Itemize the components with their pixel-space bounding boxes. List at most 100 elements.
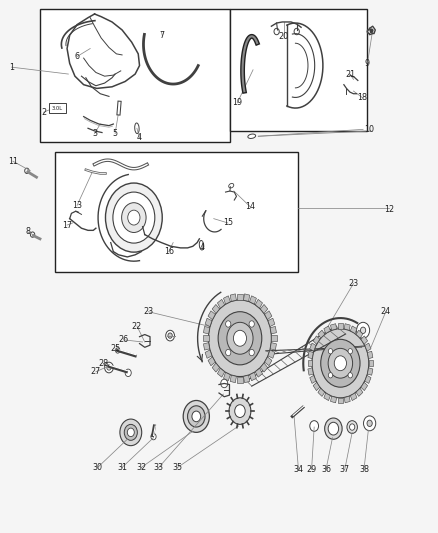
Text: 22: 22 bbox=[132, 321, 142, 330]
Polygon shape bbox=[255, 368, 262, 377]
Polygon shape bbox=[260, 304, 268, 313]
Circle shape bbox=[168, 333, 172, 338]
Circle shape bbox=[124, 424, 138, 440]
Polygon shape bbox=[367, 351, 373, 359]
Circle shape bbox=[328, 349, 353, 378]
Circle shape bbox=[125, 369, 131, 376]
Polygon shape bbox=[208, 311, 215, 320]
Polygon shape bbox=[369, 360, 373, 367]
Polygon shape bbox=[270, 343, 276, 350]
Polygon shape bbox=[344, 324, 350, 330]
Polygon shape bbox=[250, 373, 256, 381]
Polygon shape bbox=[331, 396, 337, 403]
Circle shape bbox=[122, 203, 146, 232]
Bar bbox=[40, 9, 230, 142]
Circle shape bbox=[348, 373, 353, 378]
Circle shape bbox=[321, 340, 360, 387]
Polygon shape bbox=[307, 360, 312, 367]
Polygon shape bbox=[344, 396, 350, 403]
Polygon shape bbox=[265, 311, 272, 320]
Text: 38: 38 bbox=[359, 465, 369, 474]
Circle shape bbox=[325, 418, 342, 439]
Circle shape bbox=[221, 379, 228, 387]
Text: 13: 13 bbox=[72, 201, 82, 210]
Polygon shape bbox=[310, 343, 316, 351]
Text: 1: 1 bbox=[9, 63, 14, 71]
Circle shape bbox=[233, 330, 247, 346]
Circle shape bbox=[30, 232, 35, 237]
Polygon shape bbox=[272, 335, 277, 342]
Circle shape bbox=[151, 433, 156, 440]
Text: 27: 27 bbox=[91, 367, 101, 376]
Polygon shape bbox=[212, 304, 219, 313]
Circle shape bbox=[249, 349, 254, 356]
Text: 23: 23 bbox=[348, 279, 359, 288]
Circle shape bbox=[334, 356, 346, 370]
Circle shape bbox=[350, 424, 355, 430]
Circle shape bbox=[235, 405, 245, 417]
Circle shape bbox=[166, 330, 174, 341]
Circle shape bbox=[107, 365, 111, 370]
Ellipse shape bbox=[135, 123, 139, 134]
Text: 18: 18 bbox=[357, 93, 367, 102]
Polygon shape bbox=[204, 343, 210, 350]
Polygon shape bbox=[237, 294, 243, 300]
Polygon shape bbox=[204, 326, 210, 334]
Text: 26: 26 bbox=[119, 335, 129, 344]
Polygon shape bbox=[313, 336, 320, 344]
Circle shape bbox=[367, 420, 372, 426]
Text: 20: 20 bbox=[279, 33, 289, 42]
Polygon shape bbox=[324, 393, 330, 401]
Text: 25: 25 bbox=[110, 344, 120, 353]
Text: 36: 36 bbox=[321, 465, 331, 474]
Polygon shape bbox=[203, 335, 208, 342]
Polygon shape bbox=[208, 357, 215, 366]
Polygon shape bbox=[212, 363, 219, 372]
Circle shape bbox=[113, 192, 155, 243]
Polygon shape bbox=[308, 368, 313, 375]
Circle shape bbox=[106, 183, 162, 252]
Circle shape bbox=[128, 210, 140, 225]
Text: 21: 21 bbox=[345, 70, 355, 78]
Text: 16: 16 bbox=[164, 247, 174, 256]
Polygon shape bbox=[260, 363, 268, 372]
Text: 28: 28 bbox=[98, 359, 108, 368]
Circle shape bbox=[208, 300, 272, 376]
Polygon shape bbox=[365, 343, 371, 351]
Ellipse shape bbox=[229, 183, 234, 188]
Circle shape bbox=[226, 349, 231, 356]
Polygon shape bbox=[350, 393, 357, 401]
Text: 24: 24 bbox=[381, 307, 391, 316]
Polygon shape bbox=[223, 373, 230, 381]
Text: 5: 5 bbox=[113, 129, 118, 138]
Polygon shape bbox=[223, 296, 230, 304]
Polygon shape bbox=[265, 357, 272, 366]
Text: 30: 30 bbox=[92, 463, 102, 472]
Text: 11: 11 bbox=[8, 157, 18, 166]
Circle shape bbox=[328, 422, 339, 435]
Text: 29: 29 bbox=[307, 465, 317, 474]
Bar bbox=[230, 9, 367, 131]
Polygon shape bbox=[338, 398, 343, 403]
Circle shape bbox=[127, 428, 134, 437]
Circle shape bbox=[226, 321, 231, 327]
Circle shape bbox=[187, 406, 205, 427]
Polygon shape bbox=[270, 326, 276, 334]
Text: 19: 19 bbox=[232, 98, 242, 107]
Circle shape bbox=[310, 421, 318, 431]
Circle shape bbox=[227, 322, 253, 354]
Text: 8: 8 bbox=[25, 228, 30, 237]
Polygon shape bbox=[308, 351, 313, 359]
Polygon shape bbox=[318, 330, 325, 338]
Polygon shape bbox=[205, 350, 212, 358]
Polygon shape bbox=[356, 330, 363, 338]
Polygon shape bbox=[350, 326, 357, 334]
Polygon shape bbox=[361, 336, 367, 344]
Polygon shape bbox=[217, 368, 225, 377]
Polygon shape bbox=[338, 324, 343, 329]
Polygon shape bbox=[310, 375, 316, 383]
Bar bbox=[55, 152, 297, 272]
Bar bbox=[49, 103, 66, 114]
Circle shape bbox=[294, 28, 299, 35]
Polygon shape bbox=[361, 382, 367, 391]
